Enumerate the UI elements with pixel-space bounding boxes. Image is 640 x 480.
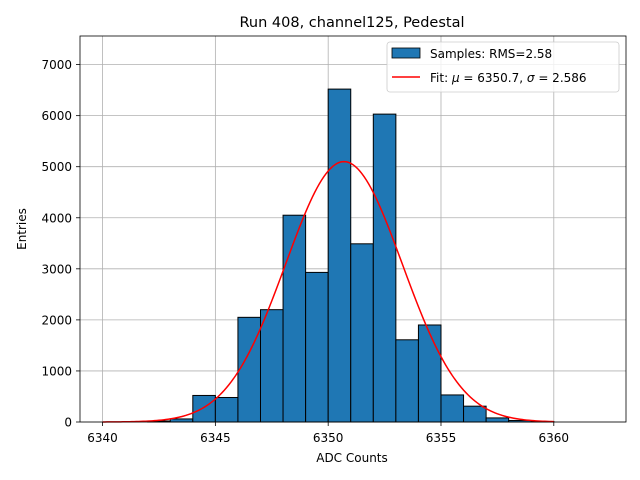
histogram-bar <box>395 339 419 423</box>
legend-fit-mu-value: = 6350.7, <box>460 71 527 85</box>
x-tick-label: 6345 <box>200 431 231 445</box>
histogram-bar <box>485 417 510 423</box>
histogram-bar <box>192 394 216 423</box>
y-tick-label: 6000 <box>41 109 72 123</box>
legend-fit-label: Fit: μ = 6350.7, σ = 2.586 <box>430 71 587 85</box>
legend-histogram-swatch <box>391 47 421 59</box>
legend-fit-sigma-symbol: σ <box>527 71 535 85</box>
histogram-bar <box>350 243 374 423</box>
legend-histogram-label: Samples: RMS=2.58 <box>430 47 552 61</box>
x-tick-label: 6360 <box>539 431 570 445</box>
histogram-bar <box>305 271 329 423</box>
histogram-bars <box>147 88 555 423</box>
chart-title: Run 408, channel125, Pedestal <box>239 15 464 31</box>
x-axis-ticks: 6340 6345 6350 6355 6360 <box>87 422 569 445</box>
histogram-bar <box>463 405 487 423</box>
legend-fit-sigma-value: = 2.586 <box>535 71 587 85</box>
histogram-bar <box>237 316 261 423</box>
histogram-bar <box>327 88 352 423</box>
histogram-bar <box>259 309 284 423</box>
x-axis-label: ADC Counts <box>316 451 388 465</box>
histogram-bar <box>169 418 194 423</box>
legend-box <box>386 41 620 93</box>
y-tick-label: 2000 <box>41 313 72 327</box>
y-axis-label: Entries <box>15 208 29 250</box>
axes-frame <box>79 35 627 423</box>
y-tick-label: 3000 <box>41 262 72 276</box>
histogram-bar <box>417 324 442 423</box>
x-tick-label: 6355 <box>426 431 457 445</box>
y-tick-label: 1000 <box>41 364 72 378</box>
x-tick-label: 6340 <box>87 431 118 445</box>
legend: Samples: RMS=2.58 Fit: μ = 6350.7, σ = 2… <box>386 41 620 93</box>
histogram-bar <box>282 214 307 423</box>
histogram-bar <box>372 113 397 423</box>
legend-fit-prefix: Fit: <box>430 71 452 85</box>
y-axis-ticks: 0 1000 2000 3000 4000 5000 6000 7000 <box>41 58 80 430</box>
x-tick-label: 6350 <box>313 431 344 445</box>
y-tick-label: 0 <box>64 416 72 430</box>
y-tick-label: 4000 <box>41 211 72 225</box>
histogram-bar <box>214 396 239 423</box>
fit-curve <box>102 160 554 423</box>
y-tick-label: 7000 <box>41 58 72 72</box>
y-tick-label: 5000 <box>41 160 72 174</box>
legend-fit-mu-symbol: μ <box>451 71 460 85</box>
histogram-bar <box>440 394 465 423</box>
